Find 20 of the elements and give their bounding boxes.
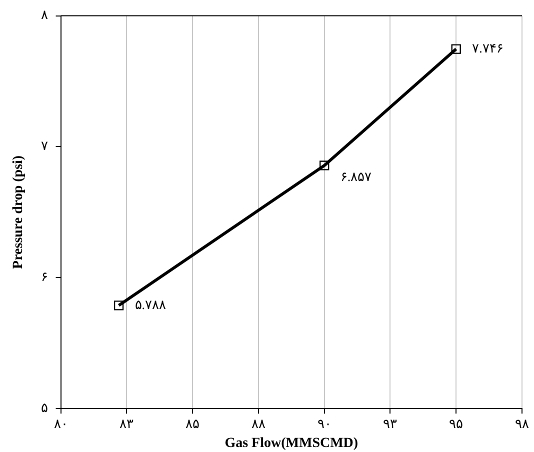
x-tick-label: ۸۸ [251, 416, 266, 431]
point [451, 44, 461, 54]
x-tick-label: ۹۰ [317, 416, 332, 431]
y-tick-label: ۷ [40, 138, 48, 154]
y-tick-label: ۸ [40, 7, 48, 22]
point [320, 160, 330, 170]
x-tick-label: ۹۸ [515, 416, 529, 431]
data-label: ۷.۷۴۶ [472, 40, 504, 56]
x-axis-title: Gas Flow(MMSCMD) [224, 436, 358, 452]
y-tick-label: ۵ [40, 400, 48, 416]
x-tick-label: ۸۵ [186, 416, 200, 431]
y-axis-title: Pressure drop (psi) [11, 155, 26, 269]
point [114, 300, 124, 310]
x-tick-label: ۸۰ [54, 416, 68, 431]
data-label: ۵.۷۸۸ [134, 296, 166, 312]
x-tick-label: ۸۳ [120, 416, 134, 431]
x-tick-label: ۹۳ [383, 416, 398, 431]
x-tick-label: ۹۵ [449, 416, 464, 431]
y-tick-label: ۶ [40, 269, 48, 284]
data-label: ۶.۸۵۷ [340, 168, 372, 184]
